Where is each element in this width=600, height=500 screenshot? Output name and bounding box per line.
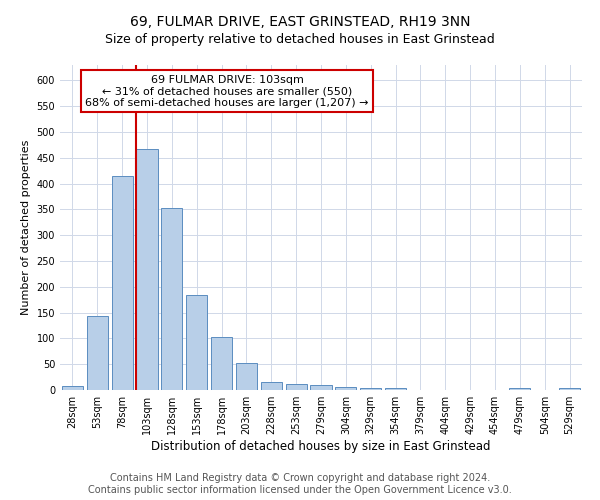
Y-axis label: Number of detached properties: Number of detached properties xyxy=(21,140,31,315)
Text: 69 FULMAR DRIVE: 103sqm
← 31% of detached houses are smaller (550)
68% of semi-d: 69 FULMAR DRIVE: 103sqm ← 31% of detache… xyxy=(85,74,369,108)
Bar xyxy=(385,388,406,390)
Bar xyxy=(62,386,83,390)
Bar xyxy=(509,388,530,390)
Text: 69, FULMAR DRIVE, EAST GRINSTEAD, RH19 3NN: 69, FULMAR DRIVE, EAST GRINSTEAD, RH19 3… xyxy=(130,15,470,29)
Text: Contains HM Land Registry data © Crown copyright and database right 2024.
Contai: Contains HM Land Registry data © Crown c… xyxy=(88,474,512,495)
Bar xyxy=(161,208,182,390)
Bar xyxy=(360,388,381,390)
X-axis label: Distribution of detached houses by size in East Grinstead: Distribution of detached houses by size … xyxy=(151,440,491,453)
Bar xyxy=(310,386,332,390)
Bar xyxy=(112,176,133,390)
Bar xyxy=(335,388,356,390)
Bar xyxy=(261,382,282,390)
Text: Size of property relative to detached houses in East Grinstead: Size of property relative to detached ho… xyxy=(105,32,495,46)
Bar xyxy=(286,384,307,390)
Bar xyxy=(136,149,158,390)
Bar xyxy=(559,388,580,390)
Bar xyxy=(87,316,108,390)
Bar xyxy=(186,295,207,390)
Bar xyxy=(211,338,232,390)
Bar xyxy=(236,362,257,390)
